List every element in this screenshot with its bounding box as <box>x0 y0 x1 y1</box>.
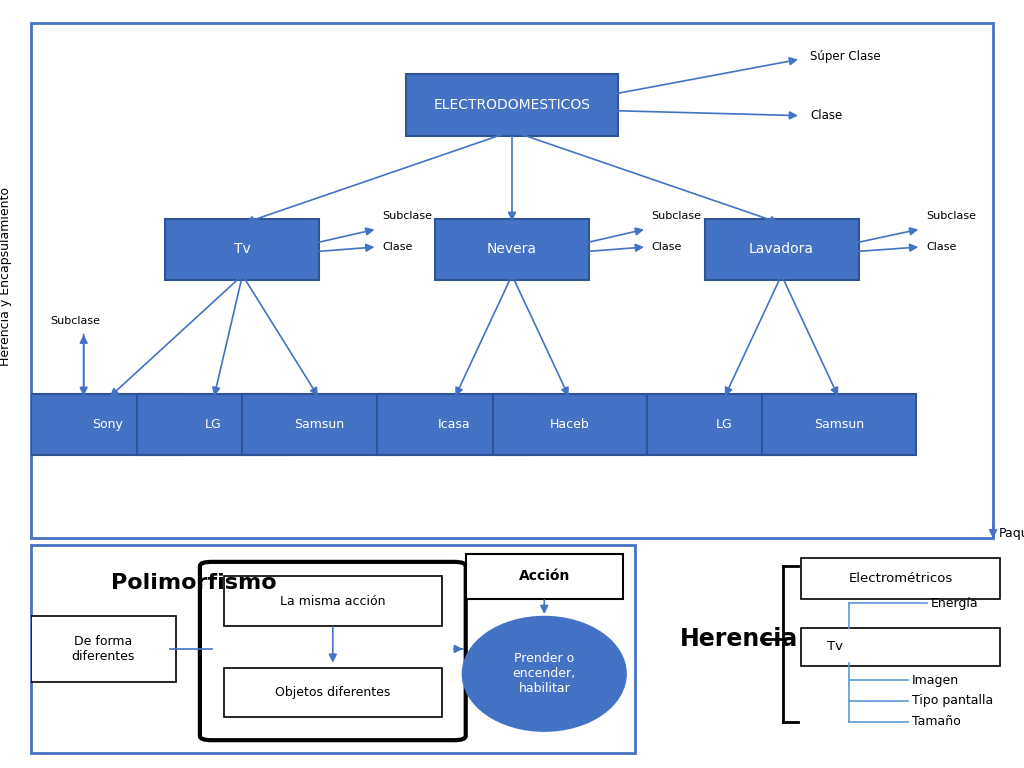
Text: Súper Clase: Súper Clase <box>810 50 881 63</box>
FancyBboxPatch shape <box>166 219 319 280</box>
Text: La misma acción: La misma acción <box>280 594 386 607</box>
FancyBboxPatch shape <box>802 628 1000 666</box>
FancyBboxPatch shape <box>243 393 396 455</box>
Text: Imagen: Imagen <box>912 674 959 687</box>
Text: Tv: Tv <box>234 243 251 257</box>
Text: Samsun: Samsun <box>295 418 344 431</box>
Text: Subclase: Subclase <box>651 211 701 221</box>
Ellipse shape <box>463 617 626 731</box>
Text: Polimorfismo: Polimorfismo <box>111 573 276 593</box>
Text: LG: LG <box>716 418 732 431</box>
Text: Nevera: Nevera <box>487 243 537 257</box>
FancyBboxPatch shape <box>224 576 441 626</box>
Text: ELECTRODOMESTICOS: ELECTRODOMESTICOS <box>433 98 591 112</box>
FancyBboxPatch shape <box>493 393 647 455</box>
Text: Objetos diferentes: Objetos diferentes <box>275 686 390 699</box>
Text: LG: LG <box>205 418 222 431</box>
Text: Acción: Acción <box>518 569 570 584</box>
FancyBboxPatch shape <box>647 393 801 455</box>
Text: Energía: Energía <box>931 597 978 610</box>
Text: Subclase: Subclase <box>926 211 976 221</box>
FancyBboxPatch shape <box>224 667 441 717</box>
Text: De forma
diferentes: De forma diferentes <box>72 635 135 663</box>
Text: Lavadora: Lavadora <box>749 243 814 257</box>
Text: Tamaño: Tamaño <box>912 715 961 728</box>
Text: Herencia y Encapsulamiento: Herencia y Encapsulamiento <box>0 187 11 366</box>
Text: Subclase: Subclase <box>50 316 100 326</box>
FancyBboxPatch shape <box>705 219 858 280</box>
FancyBboxPatch shape <box>407 74 617 136</box>
Text: Tipo pantalla: Tipo pantalla <box>912 694 993 707</box>
Text: Tv: Tv <box>827 641 843 654</box>
Text: Herencia: Herencia <box>680 627 798 650</box>
Text: Paquete: Paquete <box>998 528 1024 540</box>
Text: Samsun: Samsun <box>814 418 864 431</box>
Text: Electrométricos: Electrométricos <box>849 572 953 585</box>
FancyBboxPatch shape <box>136 393 291 455</box>
Text: Prender o
encender,
habilitar: Prender o encender, habilitar <box>513 652 575 695</box>
Text: Subclase: Subclase <box>382 211 432 221</box>
FancyBboxPatch shape <box>31 616 176 682</box>
Text: Sony: Sony <box>92 418 123 431</box>
FancyBboxPatch shape <box>31 393 184 455</box>
Text: Clase: Clase <box>651 242 682 252</box>
Text: Haceb: Haceb <box>550 418 590 431</box>
Text: Clase: Clase <box>926 242 956 252</box>
FancyBboxPatch shape <box>762 393 916 455</box>
Text: Clase: Clase <box>810 109 843 122</box>
FancyBboxPatch shape <box>802 558 1000 599</box>
FancyBboxPatch shape <box>466 554 623 599</box>
FancyBboxPatch shape <box>435 219 589 280</box>
FancyBboxPatch shape <box>377 393 531 455</box>
Text: Clase: Clase <box>382 242 413 252</box>
Text: Icasa: Icasa <box>438 418 471 431</box>
